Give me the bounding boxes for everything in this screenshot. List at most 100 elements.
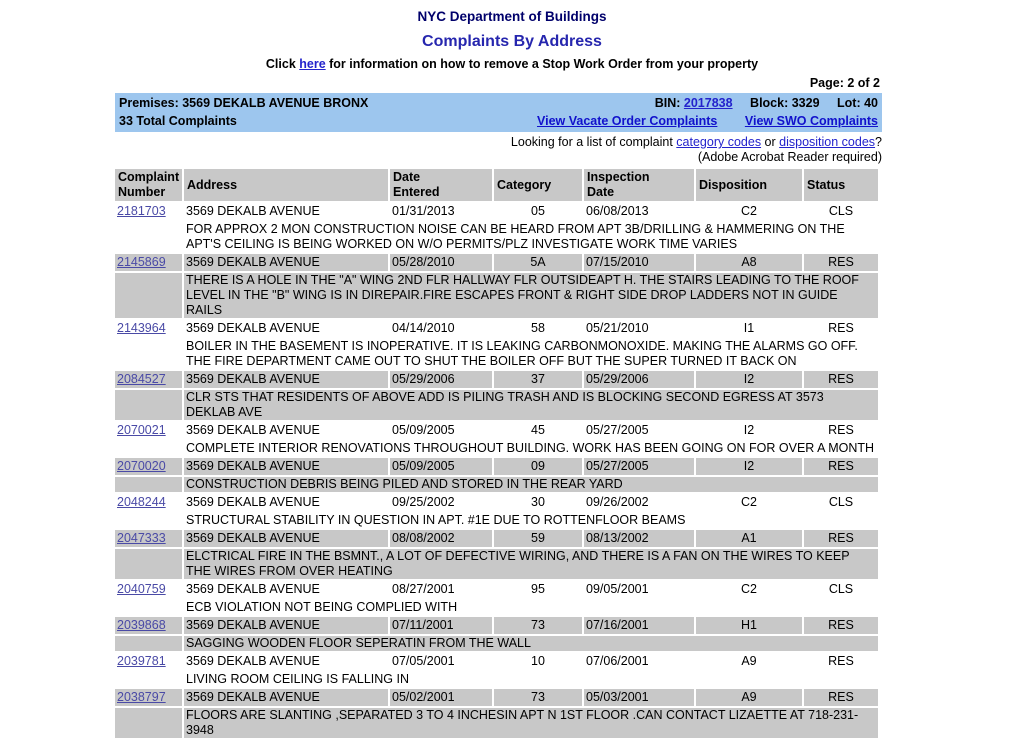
cell-category: 73 — [494, 689, 582, 706]
cell-category: 58 — [531, 321, 545, 335]
description-spacer-cell — [115, 708, 182, 738]
complaint-number-link[interactable]: 2145869 — [117, 255, 166, 269]
complaint-number-link[interactable]: 2181703 — [117, 204, 166, 218]
premises-row: Premises: 3569 DEKALB AVENUE BRONX BIN: … — [119, 94, 878, 112]
cell-inspection-date: 09/05/2001 — [586, 582, 649, 596]
cell-complaint-number: 2070021 — [115, 422, 182, 439]
cell-date-entered: 01/31/2013 — [392, 204, 455, 218]
category-codes-link[interactable]: category codes — [676, 135, 762, 149]
complaint-row: 2048244 3569 DEKALB AVENUE 09/25/2002 30… — [115, 494, 878, 511]
complaint-row: 2047333 3569 DEKALB AVENUE 08/08/2002 59… — [115, 530, 878, 547]
cell-category: 5A — [494, 254, 582, 271]
cell-date-entered: 07/05/2001 — [392, 654, 455, 668]
view-vacate-order-complaints-link[interactable]: View Vacate Order Complaints — [536, 114, 718, 128]
stop-work-order-line: Click here for information on how to rem… — [0, 57, 1024, 72]
agency-title: NYC Department of Buildings — [417, 9, 607, 24]
cell-inspection-date: 05/21/2010 — [586, 321, 649, 335]
content-area: Page: 2 of 2 Premises: 3569 DEKALB AVENU… — [115, 76, 882, 740]
cell-date-entered: 05/09/2005 — [392, 423, 455, 437]
stop-work-here-link[interactable]: here — [299, 57, 326, 71]
cell-category: 59 — [494, 530, 582, 547]
codes-suffix: ? — [875, 135, 882, 149]
cell-disposition: C2 — [741, 495, 757, 509]
cell-address: 3569 DEKALB AVENUE — [184, 458, 388, 475]
cell-address: 3569 DEKALB AVENUE — [184, 371, 388, 388]
description-spacer-cell — [115, 390, 182, 420]
stop-work-suffix: for information on how to remove a Stop … — [325, 57, 759, 71]
complaint-number-link[interactable]: 2070020 — [117, 459, 166, 473]
header-date-entered: Date Entered — [390, 169, 492, 201]
cell-disposition: I2 — [696, 458, 802, 475]
disposition-codes-link[interactable]: disposition codes — [779, 135, 876, 149]
complaint-number-link[interactable]: 2048244 — [117, 495, 166, 509]
header-status: Status — [804, 169, 878, 201]
complaint-row: 2145869 3569 DEKALB AVENUE 05/28/2010 5A… — [115, 254, 878, 271]
cell-status: RES — [804, 530, 878, 547]
complaint-number-link[interactable]: 2084527 — [117, 372, 166, 386]
page-indicator: Page: 2 of 2 — [809, 76, 880, 90]
description-spacer-cell — [115, 513, 182, 528]
cell-date-entered: 09/25/2002 — [392, 495, 455, 509]
cell-disposition: I1 — [743, 321, 755, 335]
complaint-description: CONSTRUCTION DEBRIS BEING PILED AND STOR… — [184, 477, 878, 492]
complaint-description: CLR STS THAT RESIDENTS OF ABOVE ADD IS P… — [184, 390, 878, 420]
cell-date-entered: 04/14/2010 — [392, 321, 455, 335]
cell-complaint-number: 2038797 — [115, 689, 182, 706]
premises-bar: Premises: 3569 DEKALB AVENUE BRONX BIN: … — [115, 93, 882, 132]
complaint-number-link[interactable]: 2039781 — [117, 654, 166, 668]
complaint-row: 2040759 3569 DEKALB AVENUE 08/27/2001 95… — [115, 581, 878, 598]
cell-complaint-number: 2039868 — [115, 617, 182, 634]
cell-disposition: A1 — [696, 530, 802, 547]
complaint-number-link[interactable]: 2039868 — [117, 618, 166, 632]
cell-status: RES — [804, 458, 878, 475]
cell-category: 45 — [531, 423, 545, 437]
complaint-description-row: CLR STS THAT RESIDENTS OF ABOVE ADD IS P… — [115, 390, 878, 420]
codes-note-line: Looking for a list of complaint category… — [115, 135, 882, 150]
complaint-row: 2181703 3569 DEKALB AVENUE 01/31/2013 05… — [115, 203, 878, 220]
cell-date-entered: 05/29/2006 — [390, 371, 492, 388]
cell-disposition: A9 — [696, 689, 802, 706]
cell-address: 3569 DEKALB AVENUE — [186, 582, 320, 596]
header-complaint-number: Complaint Number — [115, 169, 182, 201]
header-inspection-date: Inspection Date — [584, 169, 694, 201]
cell-category: 95 — [531, 582, 545, 596]
cell-status: CLS — [828, 204, 854, 218]
complaint-filter-links: View Vacate Order Complaints View SWO Co… — [513, 112, 878, 130]
cell-inspection-date: 07/16/2001 — [584, 617, 694, 634]
cell-category: 73 — [494, 617, 582, 634]
cell-disposition: I2 — [696, 371, 802, 388]
complaint-number-link[interactable]: 2143964 — [117, 321, 166, 335]
complaint-number-link[interactable]: 2040759 — [117, 582, 166, 596]
description-spacer-cell — [115, 273, 182, 318]
cell-inspection-date: 06/08/2013 — [586, 204, 649, 218]
complaint-number-link[interactable]: 2070021 — [117, 423, 166, 437]
complaint-description-row: COMPLETE INTERIOR RENOVATIONS THROUGHOUT… — [115, 441, 878, 456]
cell-address: 3569 DEKALB AVENUE — [186, 321, 320, 335]
view-swo-complaints-link[interactable]: View SWO Complaints — [744, 114, 878, 128]
bin-link[interactable]: 2017838 — [683, 96, 733, 110]
complaint-row: 2039868 3569 DEKALB AVENUE 07/11/2001 73… — [115, 617, 878, 634]
cell-status: CLS — [828, 582, 854, 596]
cell-complaint-number: 2039781 — [115, 653, 182, 670]
page-title: Complaints By Address — [422, 33, 602, 50]
complaint-description: ECB VIOLATION NOT BEING COMPLIED WITH — [186, 600, 458, 614]
cell-date-entered: 08/27/2001 — [392, 582, 455, 596]
complaint-description: ELCTRICAL FIRE IN THE BSMNT., A LOT OF D… — [184, 549, 878, 579]
complaint-description: STRUCTURAL STABILITY IN QUESTION IN APT.… — [186, 513, 686, 527]
complaint-row: 2038797 3569 DEKALB AVENUE 05/02/2001 73… — [115, 689, 878, 706]
complaint-number-link[interactable]: 2047333 — [117, 531, 166, 545]
cell-disposition: A8 — [696, 254, 802, 271]
cell-address: 3569 DEKALB AVENUE — [186, 423, 320, 437]
complaint-number-link[interactable]: 2038797 — [117, 690, 166, 704]
header-address: Address — [184, 169, 388, 201]
cell-address: 3569 DEKALB AVENUE — [186, 204, 320, 218]
cell-complaint-number: 2047333 — [115, 530, 182, 547]
cell-status: RES — [804, 254, 878, 271]
description-spacer-cell — [115, 477, 182, 492]
complaint-description: FLOORS ARE SLANTING ,SEPARATED 3 TO 4 IN… — [184, 708, 878, 738]
description-spacer-cell — [115, 549, 182, 579]
cell-inspection-date: 05/27/2005 — [586, 423, 649, 437]
complaint-row: 2084527 3569 DEKALB AVENUE 05/29/2006 37… — [115, 371, 878, 388]
header-category: Category — [494, 169, 582, 201]
